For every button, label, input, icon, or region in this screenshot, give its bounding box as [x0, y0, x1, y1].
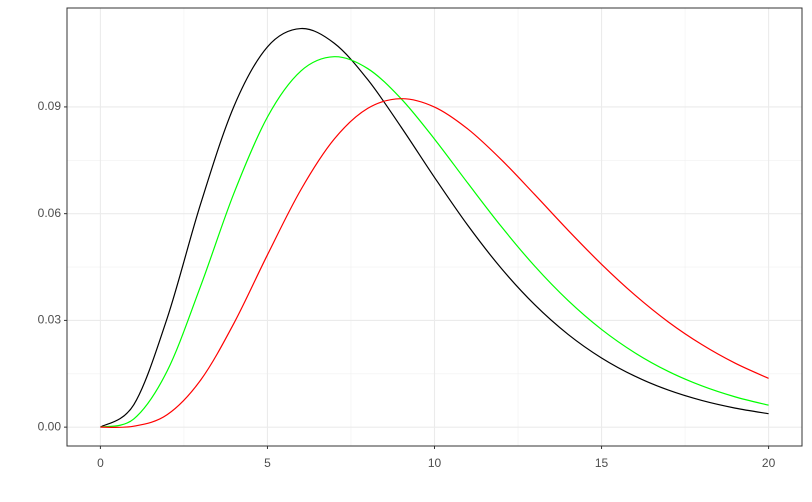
y-tick-label: 0.06: [38, 206, 62, 220]
x-tick-label: 5: [264, 456, 271, 470]
y-tick-label: 0.03: [38, 313, 62, 327]
y-tick-label: 0.09: [38, 99, 62, 113]
line: [100, 56, 769, 428]
x-tick-label: 0: [97, 456, 104, 470]
x-tick-label: 20: [762, 456, 776, 470]
y-tick-label: 0.00: [38, 419, 62, 433]
panel-border: [66, 7, 803, 447]
line: [100, 98, 769, 429]
line: [100, 27, 769, 428]
x-tick-label: 10: [428, 456, 442, 470]
x-tick-label: 15: [595, 456, 609, 470]
